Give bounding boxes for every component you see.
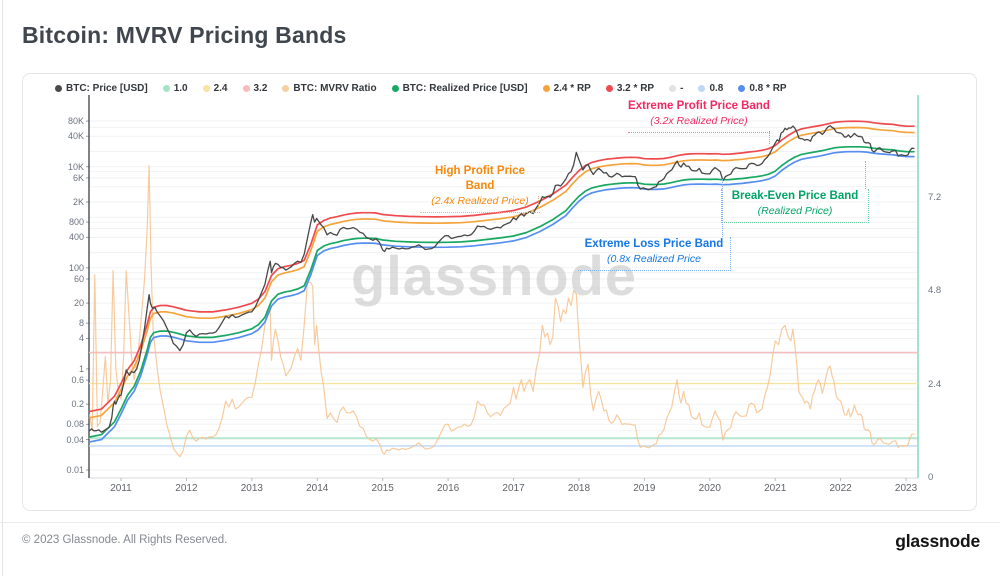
y-axis-left-tick-6K: 6K	[72, 172, 84, 183]
x-axis-tick-2016: 2016	[436, 483, 460, 494]
glassnode-logo: glassnode	[895, 531, 980, 551]
footer-divider	[0, 522, 1000, 523]
legend-item-1.0[interactable]: 1.0	[162, 82, 188, 94]
legend-item--[interactable]: -	[669, 83, 683, 94]
y-axis-left-tick-2K: 2K	[72, 197, 84, 208]
y-axis-left-tick-0.04: 0.04	[66, 434, 84, 445]
y-axis-left-tick-800: 800	[68, 217, 84, 228]
y-axis-left-tick-0.2: 0.2	[71, 399, 84, 410]
legend-dot-icon	[242, 84, 250, 92]
y-axis-left-tick-8: 8	[78, 318, 84, 329]
legend-label: -	[680, 82, 684, 94]
legend-item-btc-mvrv-ratio[interactable]: BTC: MVRV Ratio	[282, 82, 377, 94]
legend-item-0.8-rp[interactable]: 0.8 * RP	[738, 82, 787, 94]
chart-legend: BTC: Price [USD] 1.0 2.4 3.2 BTC: MVRV Ratio…	[55, 80, 787, 96]
legend-label: 3.2	[253, 82, 268, 94]
legend-label: 1.0	[173, 82, 188, 94]
y-axis-left-tick-10K: 10K	[67, 161, 84, 172]
legend-item-3.2[interactable]: 3.2	[242, 82, 268, 94]
legend-label: 2.4 * RP	[553, 82, 591, 94]
annotation-connector-extreme-profit	[769, 131, 770, 144]
y-axis-left-tick-400: 400	[68, 232, 84, 243]
annotation-subtitle: (2.4x Realized Price)	[431, 195, 529, 207]
legend-dot-icon	[698, 84, 706, 92]
legend-dot-icon	[162, 84, 170, 92]
annotation-title: Break-Even Price Band	[731, 190, 859, 202]
legend-label: 3.2 * RP	[616, 82, 655, 94]
legend-label: BTC: Price [USD]	[66, 82, 148, 94]
y-axis-right-tick-7.2: 7.2	[928, 191, 942, 203]
y-axis-left-tick-0.01: 0.01	[66, 465, 84, 475]
annotation-subtitle: (3.2x Realized Price)	[650, 115, 748, 127]
legend-label: BTC: MVRV Ratio	[293, 82, 377, 94]
x-axis-tick-2021: 2021	[764, 483, 787, 494]
y-axis-left-tick-80K: 80K	[67, 116, 84, 127]
x-axis-tick-2015: 2015	[371, 483, 394, 494]
legend-dot-icon	[202, 84, 210, 92]
y-axis-right-tick-2.4: 2.4	[928, 378, 942, 390]
annotation-subtitle: (0.8x Realized Price	[607, 253, 701, 265]
x-axis-tick-2022: 2022	[829, 483, 852, 494]
legend-item-btc-realized-price-usd-[interactable]: BTC: Realized Price [USD]	[391, 82, 528, 94]
annotation-extreme-loss: Extreme Loss Price Band (0.8x Realized P…	[578, 237, 731, 271]
annotation-high-profit: High Profit Price Band (2.4x Realized Pr…	[420, 164, 540, 213]
legend-dot-icon	[542, 84, 550, 92]
annotation-connector-extreme-loss	[722, 179, 723, 237]
window-edge	[2, 0, 3, 576]
y-axis-left-tick-1: 1	[78, 363, 84, 374]
plot-area[interactable]	[89, 95, 918, 478]
legend-item-0.8[interactable]: 0.8	[698, 83, 723, 94]
annotation-connector-break-even	[865, 161, 866, 189]
page-title: Bitcoin: MVRV Pricing Bands	[22, 22, 347, 48]
x-axis-tick-2023: 2023	[894, 483, 918, 494]
y-axis-left-tick-60: 60	[73, 274, 84, 284]
annotation-connector-high-profit	[538, 196, 539, 209]
annotation-title: Extreme Profit Price Band	[628, 100, 770, 112]
annotation-subtitle: (Realized Price)	[757, 205, 833, 217]
annotation-break-even: Break-Even Price Band (Realized Price)	[721, 189, 869, 223]
legend-item-2.4-rp[interactable]: 2.4 * RP	[542, 82, 591, 94]
y-axis-left-tick-100: 100	[68, 262, 84, 273]
legend-dot-icon	[282, 84, 290, 92]
y-axis-left-tick-0.08: 0.08	[66, 419, 84, 430]
legend-item-btc-price-usd-[interactable]: BTC: Price [USD]	[55, 83, 148, 94]
annotation-title: High Profit Price Band	[434, 165, 526, 192]
annotation-extreme-profit: Extreme Profit Price Band (3.2x Realized…	[628, 99, 770, 133]
y-axis-left-tick-0.6: 0.6	[71, 375, 84, 386]
x-axis-tick-2018: 2018	[567, 483, 591, 494]
annotation-title: Extreme Loss Price Band	[584, 238, 724, 250]
x-axis-tick-2017: 2017	[502, 483, 525, 494]
y-axis-right-tick-4.8: 4.8	[928, 285, 942, 297]
legend-label: BTC: Realized Price [USD]	[402, 82, 528, 94]
x-axis-tick-2012: 2012	[175, 483, 198, 494]
x-axis-tick-2013: 2013	[240, 483, 263, 494]
legend-dot-icon	[605, 84, 613, 92]
y-axis-left-tick-40K: 40K	[67, 131, 84, 142]
legend-label: 0.8 * RP	[749, 82, 787, 94]
legend-label: 0.8	[709, 82, 724, 94]
legend-dot-icon	[669, 84, 677, 92]
legend-item-2.4[interactable]: 2.4	[202, 82, 228, 94]
y-axis-right-tick-0: 0	[928, 472, 934, 483]
y-axis-left-tick-20: 20	[73, 298, 84, 309]
x-axis-tick-2020: 2020	[698, 483, 721, 494]
legend-label: 2.4	[213, 82, 228, 94]
legend-item-3.2-rp[interactable]: 3.2 * RP	[605, 82, 655, 94]
x-axis-tick-2014: 2014	[306, 483, 329, 494]
legend-dot-icon	[738, 84, 746, 92]
y-axis-left-tick-4: 4	[78, 333, 84, 344]
x-axis-tick-2011: 2011	[110, 483, 132, 494]
legend-dot-icon	[391, 84, 399, 92]
x-axis-tick-2019: 2019	[633, 483, 656, 494]
legend-dot-icon	[55, 84, 62, 92]
copyright-text: © 2023 Glassnode. All Rights Reserved.	[22, 534, 228, 546]
